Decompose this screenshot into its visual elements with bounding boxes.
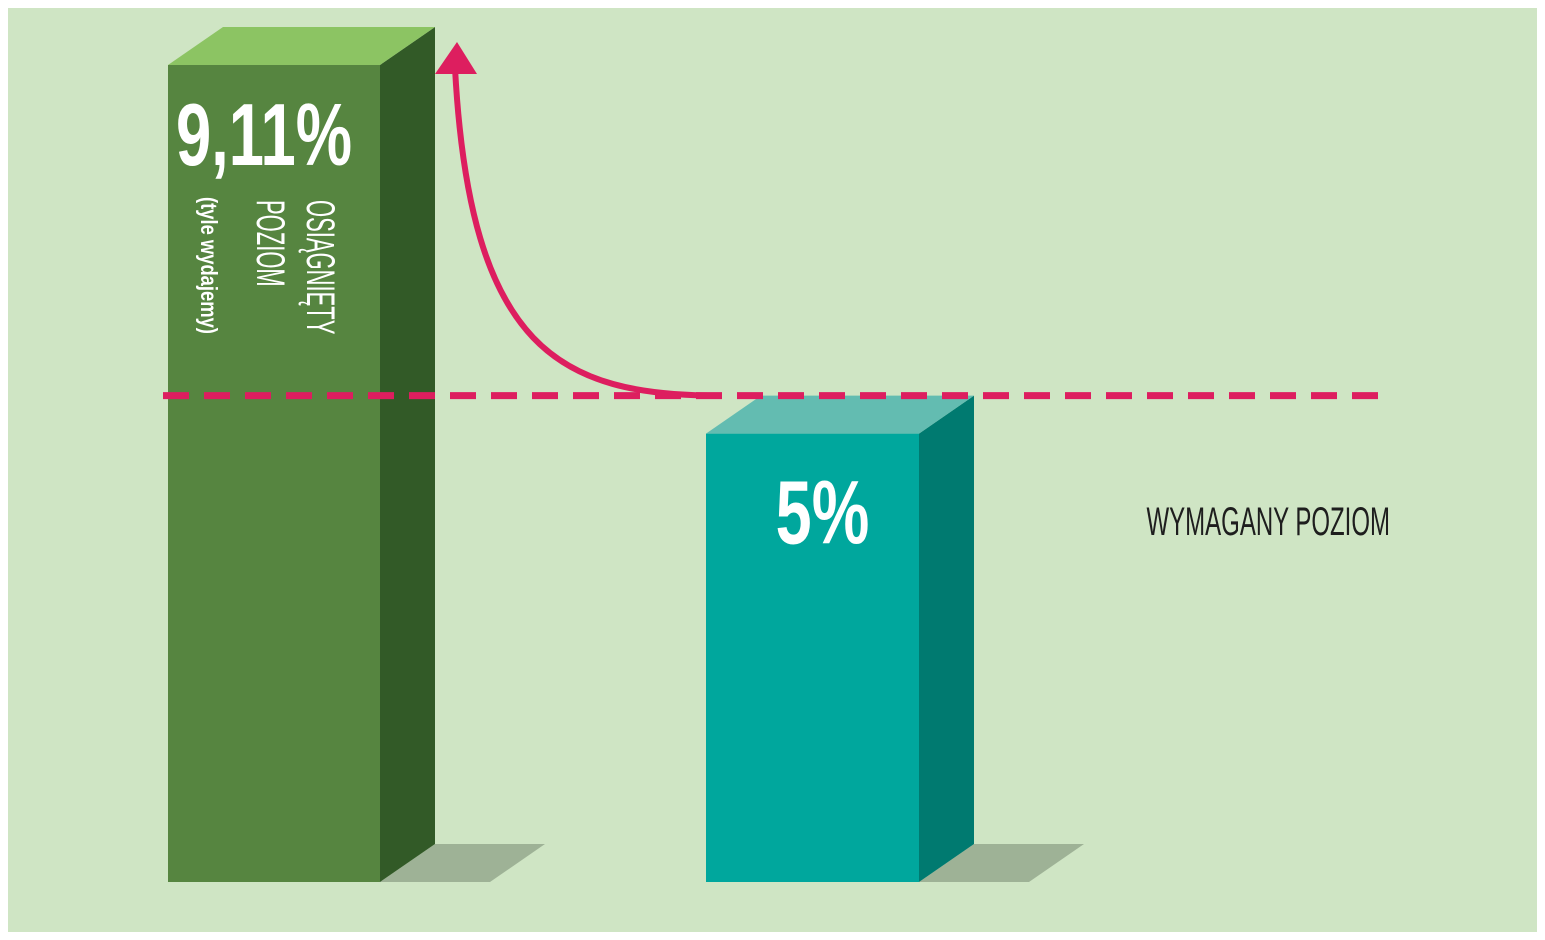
- reference-line-label: WYMAGANY POZIOM: [1147, 499, 1390, 544]
- bar-2-front: [706, 433, 919, 882]
- bar-1-side: [380, 27, 435, 882]
- increase-arrow: [452, 67, 721, 399]
- bar-2-value-label: 5%: [776, 462, 870, 563]
- bar-2-top: [706, 395, 974, 434]
- bar-1-value-label: 9,11%: [176, 87, 352, 185]
- bar-caption: OSIĄGNIĘTY POZIOM (tyle wydajemy): [195, 197, 342, 334]
- value-labels: 9,11% 5%: [176, 87, 869, 563]
- bar-1-front: [168, 65, 380, 882]
- caption-line-1: OSIĄGNIĘTY: [298, 200, 343, 334]
- bar-1-top: [168, 27, 435, 65]
- caption-line-3: (tyle wydajemy): [195, 197, 220, 334]
- caption-line-2: POZIOM: [248, 200, 293, 287]
- increase-arrow-head: [435, 42, 477, 74]
- bar-2-side: [919, 395, 974, 882]
- bars: [168, 27, 974, 882]
